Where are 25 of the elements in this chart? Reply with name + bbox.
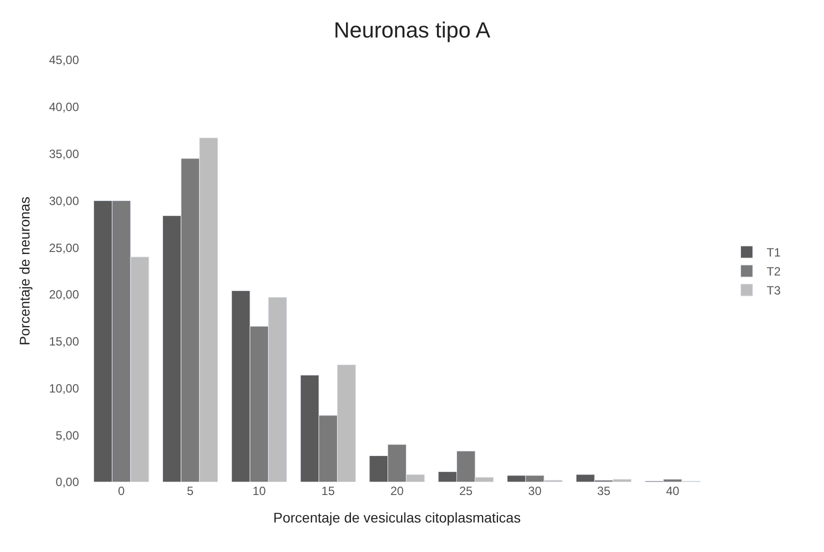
- legend-label: T3: [766, 284, 782, 298]
- x-tick-label: 40: [666, 484, 680, 498]
- legend-label: T1: [766, 246, 782, 260]
- x-tick-label: 30: [528, 484, 542, 498]
- x-axis-title: Porcentaje de vesiculas citoplasmaticas: [273, 509, 521, 526]
- x-tick-label: 15: [321, 484, 336, 498]
- x-tick-label: 0: [118, 484, 126, 498]
- legend-label: T2: [766, 264, 782, 279]
- x-tick-label: 35: [597, 484, 611, 498]
- chart-title: Neuronas tipo A: [334, 17, 491, 42]
- y-axis-title: Porcentaje de neuronas: [16, 196, 33, 346]
- x-tick-label: 10: [252, 484, 266, 498]
- y-tick-label: 5,00: [56, 428, 80, 442]
- y-tick-label: 25,00: [48, 240, 80, 255]
- y-tick-label: 35,00: [48, 146, 80, 161]
- y-tick-label: 0,00: [56, 475, 80, 490]
- y-tick-label: 20,00: [48, 288, 80, 302]
- x-tick-label: 5: [186, 484, 194, 498]
- y-tick-label: 15,00: [48, 334, 80, 349]
- y-tick-label: 10,00: [48, 381, 80, 396]
- x-tick-label: 25: [459, 484, 473, 498]
- x-tick-label: 20: [390, 484, 404, 498]
- y-tick-label: 40,00: [48, 100, 80, 114]
- y-tick-label: 30,00: [48, 194, 80, 208]
- y-tick-label: 45,00: [48, 53, 80, 68]
